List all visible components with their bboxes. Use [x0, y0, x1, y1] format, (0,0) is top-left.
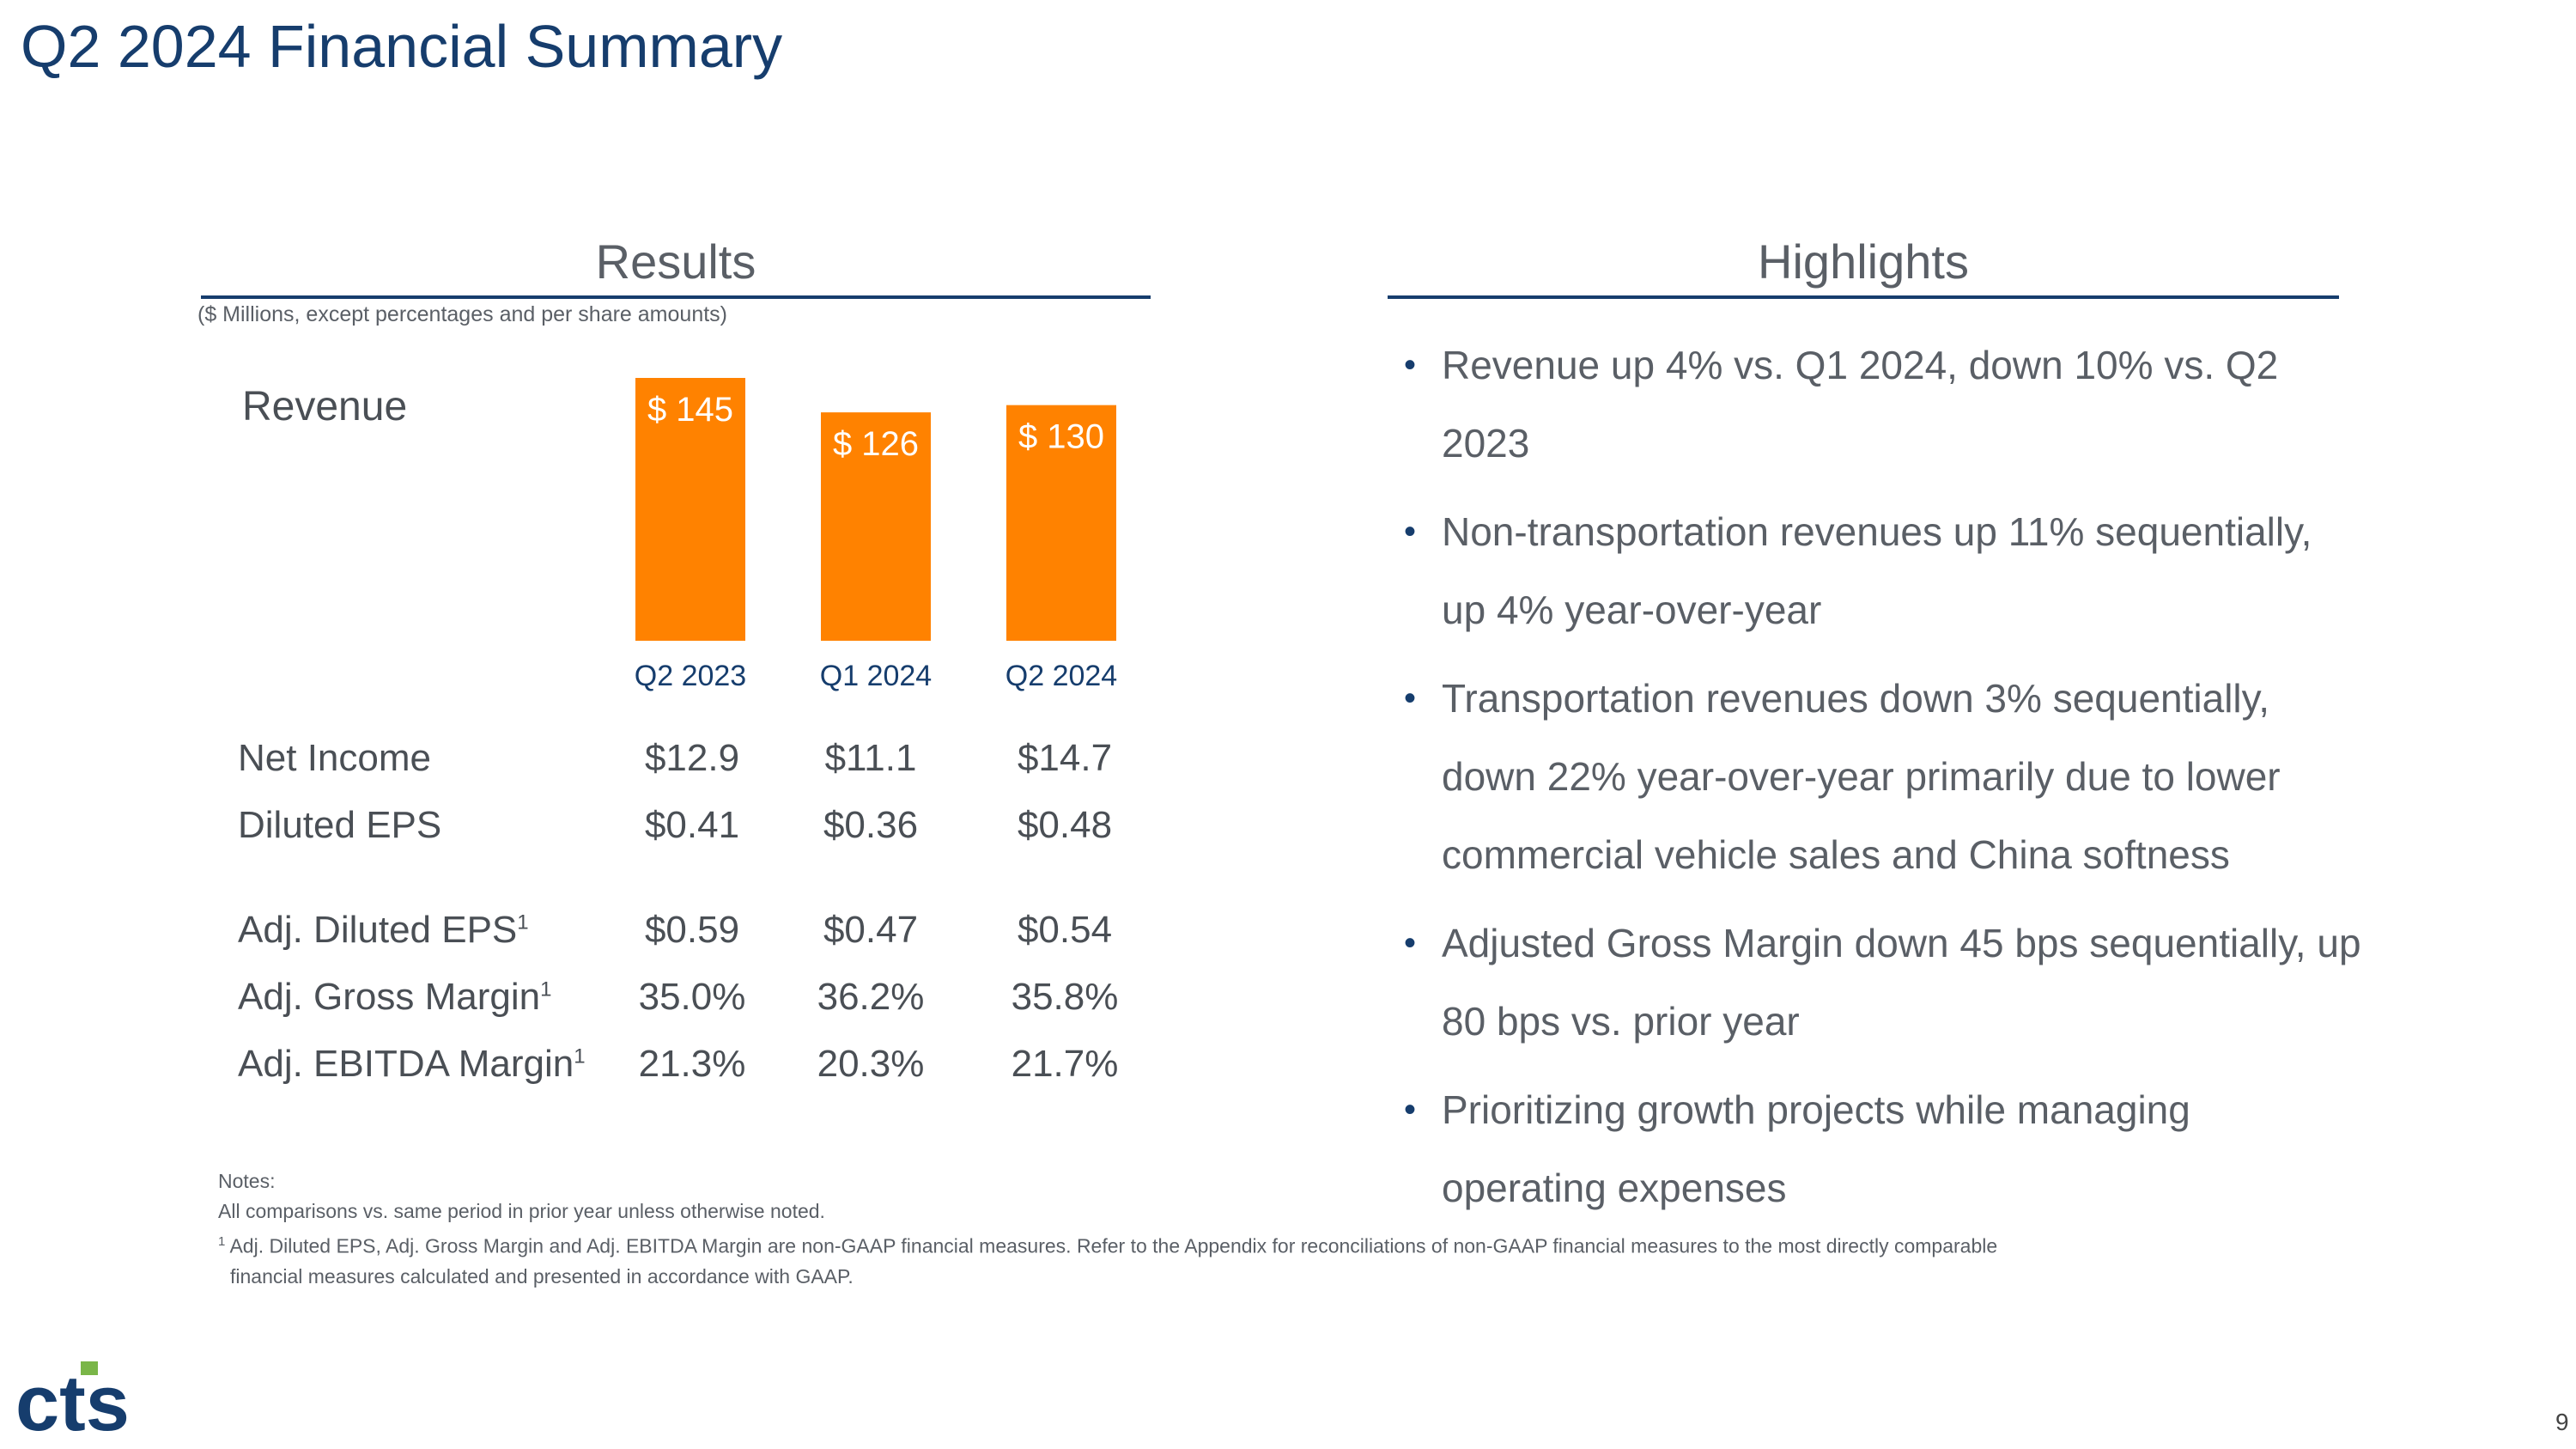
- metric-value: 35.8%: [1011, 976, 1119, 1018]
- metric-value: $0.41: [644, 804, 740, 846]
- highlights-heading: Highlights: [1758, 234, 1969, 289]
- category-label: Q2 2023: [635, 660, 746, 692]
- metric-label-text: Net Income: [238, 737, 431, 779]
- metric-value: 21.3%: [638, 1043, 746, 1085]
- category-label: Q2 2024: [1005, 660, 1117, 692]
- metric-value: 20.3%: [817, 1043, 925, 1085]
- highlight-item: Revenue up 4% vs. Q1 2024, down 10% vs. …: [1404, 326, 2366, 483]
- highlight-item: Transportation revenues down 3% sequenti…: [1404, 660, 2366, 894]
- metric-value: $0.47: [823, 909, 919, 951]
- page-number: 9: [2555, 1409, 2569, 1435]
- metric-value: 21.7%: [1011, 1043, 1119, 1085]
- metric-label-text: Adj. Diluted EPS: [238, 909, 518, 951]
- notes-line-1: All comparisons vs. same period in prior…: [218, 1200, 825, 1222]
- metric-value: 36.2%: [817, 976, 925, 1018]
- metric-value: $0.48: [1017, 804, 1113, 846]
- slide-title: Q2 2024 Financial Summary: [21, 13, 783, 80]
- revenue-label: Revenue: [242, 384, 408, 429]
- metric-label: Diluted EPS: [238, 804, 441, 847]
- revenue-bar: [635, 378, 745, 641]
- highlight-item: Prioritizing growth projects while manag…: [1404, 1071, 2366, 1227]
- cts-logo: cts: [15, 1361, 130, 1439]
- units-note: ($ Millions, except percentages and per …: [197, 302, 727, 326]
- footnote-mark: 1: [540, 977, 552, 1002]
- highlight-item: Adjusted Gross Margin down 45 bps sequen…: [1404, 904, 2366, 1061]
- category-label: Q1 2024: [820, 660, 932, 692]
- results-rule: [201, 295, 1151, 299]
- logo-accent-icon: [81, 1361, 98, 1375]
- metric-value: $12.9: [644, 737, 740, 779]
- metric-label-text: Diluted EPS: [238, 804, 442, 846]
- footnote-mark: 1: [574, 1044, 586, 1068]
- logo-text: cts: [15, 1361, 130, 1439]
- metric-label-text: Adj. EBITDA Margin: [238, 1043, 574, 1085]
- metric-label: Adj. Diluted EPS1: [238, 909, 529, 952]
- revenue-bar: [821, 412, 931, 641]
- metric-label-text: Adj. Gross Margin: [238, 976, 541, 1018]
- metric-label: Adj. Gross Margin1: [238, 976, 551, 1019]
- highlights-rule: [1388, 295, 2339, 299]
- metric-value: $0.59: [644, 909, 740, 951]
- metric-value: $14.7: [1017, 737, 1113, 779]
- revenue-bar-chart: $ 145 Q2 2023 $ 126 Q1 2024 $ 130 Q2 2024: [635, 378, 1117, 692]
- notes-line-2: 1 Adj. Diluted EPS, Adj. Gross Margin an…: [218, 1227, 2279, 1262]
- results-heading: Results: [595, 234, 756, 289]
- metric-label: Adj. EBITDA Margin1: [238, 1043, 586, 1086]
- metric-value: $0.54: [1017, 909, 1113, 951]
- bar-value-label: $ 130: [1018, 418, 1104, 456]
- notes-heading: Notes:: [218, 1170, 276, 1192]
- metric-value: $0.36: [823, 804, 919, 846]
- metric-value: 35.0%: [638, 976, 746, 1018]
- bar-value-label: $ 126: [833, 425, 919, 463]
- notes: Notes: All comparisons vs. same period i…: [218, 1166, 2279, 1292]
- highlight-item: Non-transportation revenues up 11% seque…: [1404, 493, 2366, 649]
- highlights-list: Revenue up 4% vs. Q1 2024, down 10% vs. …: [1404, 326, 2366, 1238]
- notes-line-2-text: Adj. Diluted EPS, Adj. Gross Margin and …: [225, 1234, 1998, 1257]
- footnote-mark: 1: [218, 1234, 226, 1249]
- footnote-mark: 1: [517, 910, 529, 935]
- revenue-bar: [1006, 405, 1116, 641]
- bar-value-label: $ 145: [647, 391, 733, 429]
- metric-value: $11.1: [824, 737, 917, 779]
- notes-line-3: financial measures calculated and presen…: [230, 1264, 854, 1288]
- metric-label: Net Income: [238, 737, 431, 780]
